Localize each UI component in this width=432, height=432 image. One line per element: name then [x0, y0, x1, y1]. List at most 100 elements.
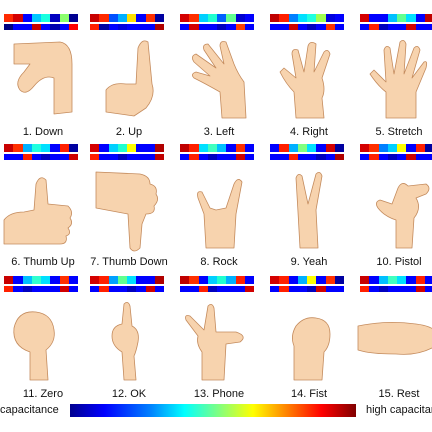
capacitance-segment — [379, 276, 388, 284]
capacitance-segment — [90, 276, 99, 284]
capacitance-segment — [146, 14, 155, 22]
gesture-cell: 13. Phone — [176, 276, 262, 412]
capacitance-segment — [208, 24, 217, 30]
capacitance-segment — [379, 154, 388, 160]
capacitance-segment — [279, 154, 288, 160]
capacitance-segment — [289, 24, 298, 30]
capacitance-segment — [199, 286, 208, 292]
gesture-label: 4. Right — [266, 126, 352, 138]
capacitance-segment — [369, 154, 378, 160]
capacitance-strip — [360, 154, 432, 160]
capacitance-segment — [189, 14, 198, 22]
capacitance-strip — [180, 276, 254, 284]
capacitance-segment — [136, 14, 145, 22]
capacitance-segment — [245, 276, 254, 284]
capacitance-segment — [99, 276, 108, 284]
capacitance-segment — [360, 154, 369, 160]
hand-icon — [176, 34, 262, 128]
gesture-label: 10. Pistol — [356, 256, 432, 268]
gesture-label: 15. Rest — [356, 388, 432, 400]
capacitance-segment — [335, 154, 344, 160]
capacitance-segment — [335, 144, 344, 152]
capacitance-segment — [90, 24, 99, 30]
hand-icon — [86, 296, 172, 390]
gesture-cell: 7. Thumb Down — [86, 144, 172, 280]
capacitance-segment — [245, 144, 254, 152]
capacitance-segment — [127, 154, 136, 160]
capacitance-segment — [298, 154, 307, 160]
gesture-cell: 10. Pistol — [356, 144, 432, 280]
hand-icon — [266, 34, 352, 128]
capacitance-segment — [217, 154, 226, 160]
capacitance-segment — [180, 286, 189, 292]
capacitance-strip — [4, 144, 78, 152]
capacitance-segment — [41, 144, 50, 152]
capacitance-segment — [217, 286, 226, 292]
capacitance-segment — [60, 14, 69, 22]
capacitance-segment — [118, 24, 127, 30]
capacitance-segment — [217, 144, 226, 152]
capacitance-segment — [199, 24, 208, 30]
gesture-label: 14. Fist — [266, 388, 352, 400]
capacitance-segment — [360, 14, 369, 22]
capacitance-segment — [109, 276, 118, 284]
capacitance-segment — [360, 24, 369, 30]
capacitance-segment — [326, 154, 335, 160]
capacitance-segment — [416, 144, 425, 152]
capacitance-segment — [155, 276, 164, 284]
capacitance-segment — [41, 24, 50, 30]
capacitance-segment — [208, 286, 217, 292]
capacitance-segment — [23, 276, 32, 284]
capacitance-segment — [208, 144, 217, 152]
capacitance-segment — [298, 14, 307, 22]
capacitance-segment — [118, 154, 127, 160]
gesture-label: 9. Yeah — [266, 256, 352, 268]
capacitance-segment — [146, 286, 155, 292]
capacitance-segment — [416, 14, 425, 22]
capacitance-segment — [23, 24, 32, 30]
capacitance-segment — [416, 276, 425, 284]
capacitance-segment — [416, 154, 425, 160]
gesture-cell: 8. Rock — [176, 144, 262, 280]
capacitance-segment — [236, 144, 245, 152]
gesture-label: 8. Rock — [176, 256, 262, 268]
capacitance-segment — [369, 14, 378, 22]
capacitance-segment — [388, 154, 397, 160]
capacitance-strip — [180, 14, 254, 22]
capacitance-segment — [109, 14, 118, 22]
capacitance-segment — [136, 144, 145, 152]
capacitance-segment — [13, 276, 22, 284]
capacitance-segment — [146, 24, 155, 30]
gesture-cell: 2. Up — [86, 14, 172, 150]
capacitance-segment — [127, 14, 136, 22]
hand-icon — [0, 296, 86, 390]
capacitance-segment — [236, 286, 245, 292]
capacitance-strip — [4, 276, 78, 284]
capacitance-segment — [69, 144, 78, 152]
capacitance-segment — [4, 286, 13, 292]
capacitance-segment — [90, 154, 99, 160]
capacitance-strip — [360, 276, 432, 284]
capacitance-segment — [307, 24, 316, 30]
capacitance-segment — [13, 14, 22, 22]
capacitance-strip — [90, 24, 164, 30]
capacitance-segment — [32, 14, 41, 22]
capacitance-segment — [23, 144, 32, 152]
capacitance-segment — [245, 24, 254, 30]
capacitance-segment — [99, 154, 108, 160]
capacitance-segment — [208, 154, 217, 160]
capacitance-segment — [189, 24, 198, 30]
capacitance-segment — [199, 276, 208, 284]
hand-icon — [176, 296, 262, 390]
capacitance-segment — [425, 24, 432, 30]
hand-icon — [356, 34, 432, 128]
capacitance-segment — [307, 286, 316, 292]
capacitance-segment — [397, 154, 406, 160]
capacitance-segment — [279, 286, 288, 292]
capacitance-segment — [416, 24, 425, 30]
gesture-cell: 14. Fist — [266, 276, 352, 412]
capacitance-segment — [199, 144, 208, 152]
gesture-cell: 5. Stretch — [356, 14, 432, 150]
capacitance-segment — [316, 286, 325, 292]
capacitance-segment — [208, 14, 217, 22]
